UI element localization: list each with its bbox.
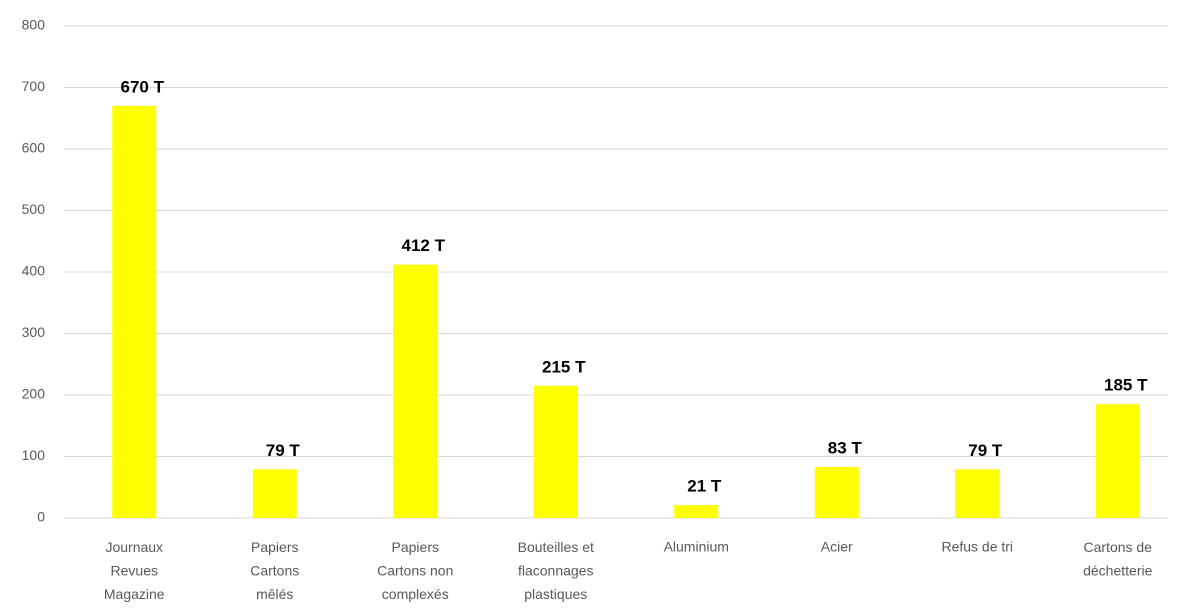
value-label: 79 T — [266, 441, 301, 460]
x-tick-label: Papiers Cartons non complexés — [377, 539, 453, 602]
y-tick-label: 400 — [22, 263, 46, 279]
bar — [814, 466, 859, 518]
y-tick-label: 100 — [22, 447, 46, 463]
y-tick-label: 300 — [22, 324, 46, 340]
bar — [393, 264, 438, 518]
value-label: 185 T — [1104, 376, 1148, 395]
value-label: 670 T — [121, 77, 165, 96]
x-tick-label: Cartons de déchetterie — [1083, 539, 1152, 579]
bar — [674, 505, 719, 518]
value-label: 215 T — [542, 357, 586, 376]
y-tick-label: 800 — [22, 17, 46, 33]
x-tick-label: Bouteilles et flaconnages plastiques — [518, 539, 594, 602]
x-tick-label: Acier — [821, 539, 853, 555]
value-label: 21 T — [687, 477, 722, 496]
y-tick-label: 600 — [22, 140, 46, 156]
x-tick-label: Journaux Revues Magazine — [104, 539, 165, 602]
x-tick-label: Refus de tri — [941, 539, 1013, 555]
y-tick-label: 0 — [37, 509, 45, 525]
y-tick-label: 500 — [22, 201, 46, 217]
value-label: 412 T — [402, 236, 446, 255]
bar — [955, 469, 1000, 518]
y-tick-label: 700 — [22, 78, 46, 94]
value-label: 79 T — [968, 441, 1003, 460]
x-tick-label: Papiers Cartons mêlés — [250, 539, 299, 602]
bar — [533, 385, 578, 518]
value-label: 83 T — [828, 438, 863, 457]
bar — [252, 469, 297, 518]
bar — [1095, 404, 1140, 518]
bar — [112, 105, 157, 518]
y-tick-label: 200 — [22, 386, 46, 402]
x-tick-label: Aluminium — [664, 539, 729, 555]
